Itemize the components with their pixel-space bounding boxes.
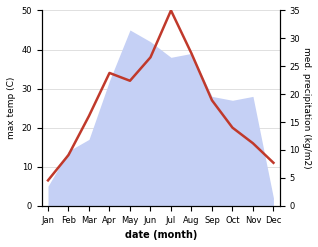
Y-axis label: med. precipitation (kg/m2): med. precipitation (kg/m2): [302, 47, 311, 169]
Y-axis label: max temp (C): max temp (C): [7, 77, 16, 139]
X-axis label: date (month): date (month): [125, 230, 197, 240]
